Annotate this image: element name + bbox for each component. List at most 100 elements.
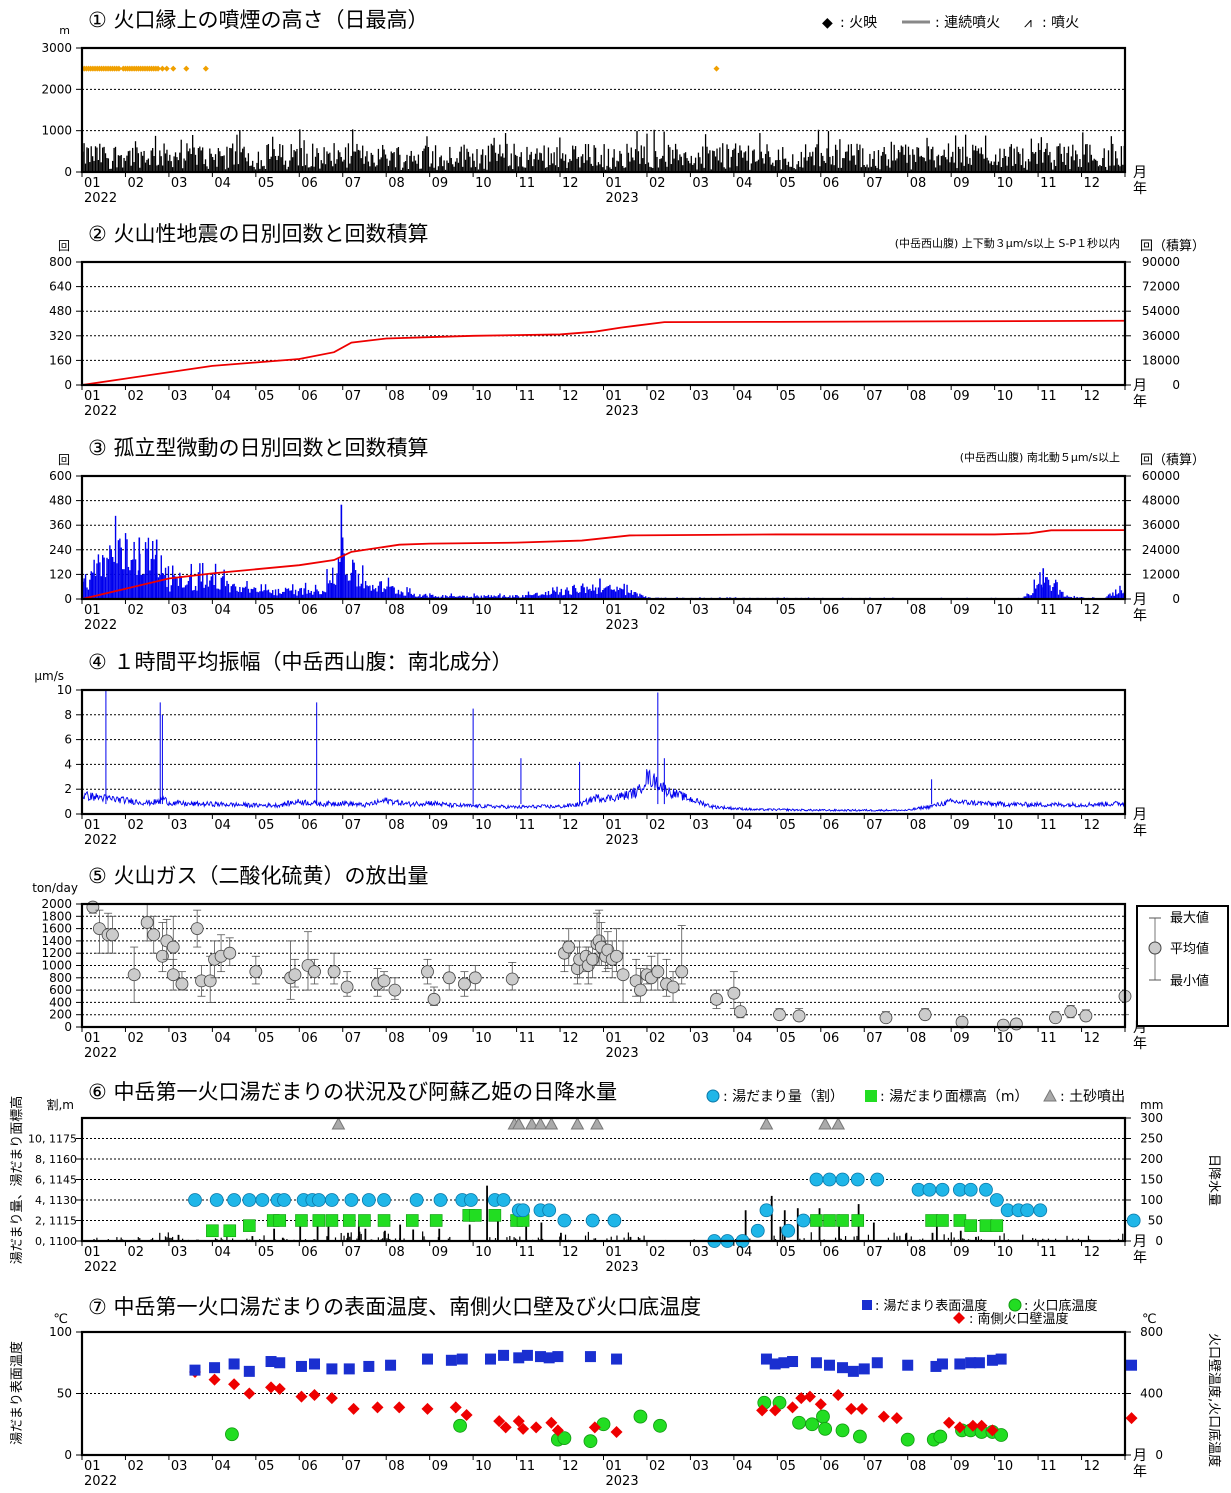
plume-bar <box>1007 156 1010 172</box>
plume-bar <box>586 160 588 172</box>
daily-count-bar <box>111 342 112 385</box>
daily-count-bar <box>382 591 384 599</box>
daily-count-bar <box>183 587 185 599</box>
plume-bar <box>842 158 844 172</box>
plume-bar <box>959 149 961 172</box>
daily-count-bar <box>185 371 186 385</box>
x-tick-label: 11 <box>519 1459 536 1474</box>
daily-count-bar <box>547 591 550 599</box>
daily-count-bar <box>89 579 91 599</box>
x-tick-label: 09 <box>953 818 970 833</box>
daily-count-bar <box>502 596 504 599</box>
x-tick-label: 03 <box>692 389 709 404</box>
crater-bottom-temp-marker <box>792 1415 806 1430</box>
daily-count-bar <box>412 377 413 385</box>
rainfall-spike <box>560 1232 562 1241</box>
daily-count-bar <box>143 360 144 385</box>
plume-bar <box>1110 136 1113 172</box>
crater-wall-temp-marker <box>265 1381 278 1394</box>
rainfall-bar <box>922 1238 924 1241</box>
rainfall-spike <box>281 1237 284 1241</box>
plume-bar <box>850 144 852 172</box>
daily-count-bar <box>609 360 610 385</box>
plume-bar <box>976 150 978 172</box>
daily-count-bar <box>353 339 354 385</box>
plume-bar <box>146 159 148 172</box>
plume-bar <box>427 147 430 172</box>
lake-surface-temp-marker <box>871 1357 883 1369</box>
y-tick-label: 6, 1145 <box>35 1174 77 1187</box>
daily-count-bar <box>198 374 199 385</box>
daily-count-bar <box>503 594 505 599</box>
x-tick-label: 07 <box>345 389 362 404</box>
daily-count-bar <box>301 376 302 385</box>
plume-bar <box>662 155 664 172</box>
daily-count-bar <box>100 576 102 599</box>
daily-count-bar <box>274 589 277 599</box>
plume-bar <box>113 147 115 172</box>
x-tick-label: 07 <box>866 818 883 833</box>
daily-count-bar <box>419 594 421 599</box>
plume-bar <box>483 168 485 172</box>
rainfall-bar <box>170 1237 172 1241</box>
plume-bar <box>766 144 768 172</box>
plume-bar <box>293 150 295 172</box>
x-tick-label: 03 <box>171 1031 188 1046</box>
y-tick-label: 1000 <box>41 959 72 973</box>
plume-bar <box>610 168 612 172</box>
plume-bar <box>292 157 294 172</box>
rainfall-bar <box>159 1232 161 1241</box>
so2-average-point <box>651 965 665 979</box>
daily-count-bar <box>593 590 595 599</box>
plume-bar <box>889 167 891 172</box>
plume-bar <box>973 150 975 172</box>
x-tick-label: 01 <box>84 389 101 404</box>
daily-count-bar <box>309 371 310 385</box>
plume-bar <box>752 150 754 172</box>
daily-count-bar <box>537 595 540 599</box>
plume-bar <box>983 158 985 172</box>
plume-bar <box>999 148 1001 172</box>
daily-count-bar <box>157 577 160 599</box>
so2-average-point <box>340 980 354 994</box>
plume-bar <box>403 162 405 172</box>
daily-count-bar <box>389 586 391 599</box>
plume-bar <box>590 163 592 172</box>
plume-bar <box>440 155 442 172</box>
y-axis-title: 湯だまり表面温度 <box>9 1341 25 1445</box>
daily-count-bar <box>114 515 117 599</box>
plume-bar <box>392 153 394 172</box>
x-tick-label: 04 <box>736 389 753 404</box>
daily-count-bar <box>453 596 455 599</box>
daily-count-bar <box>118 369 119 385</box>
lake-area-marker <box>468 1209 482 1222</box>
plume-bar <box>117 155 120 172</box>
daily-count-bar <box>181 374 182 385</box>
plume-bar <box>404 161 407 172</box>
plume-bar <box>616 160 618 172</box>
daily-count-bar <box>161 366 162 385</box>
daily-count-bar <box>354 570 357 599</box>
plume-bar <box>947 143 950 172</box>
daily-count-bar <box>316 589 318 599</box>
y-tick-label: 4 <box>64 757 72 771</box>
plume-bar <box>626 143 628 172</box>
rainfall-bar <box>896 1236 898 1241</box>
x-tick-label: 12 <box>1084 1245 1101 1260</box>
plume-bar <box>556 147 558 172</box>
plume-bar <box>106 157 108 172</box>
plume-bar <box>550 153 552 172</box>
plume-bar <box>1063 146 1065 172</box>
daily-count-bar <box>253 587 255 599</box>
crater-bottom-temp-marker <box>818 1421 833 1436</box>
lake-surface-temp-marker <box>243 1365 255 1377</box>
plume-bar <box>473 160 475 172</box>
plume-bar <box>1074 150 1077 172</box>
x-tick-label: 06 <box>301 603 318 618</box>
plume-bar <box>576 158 578 172</box>
daily-count-bar <box>134 559 137 599</box>
daily-count-bar <box>355 369 356 385</box>
y-axis-unit: 割,m <box>46 1097 74 1112</box>
daily-count-bar <box>387 577 390 599</box>
